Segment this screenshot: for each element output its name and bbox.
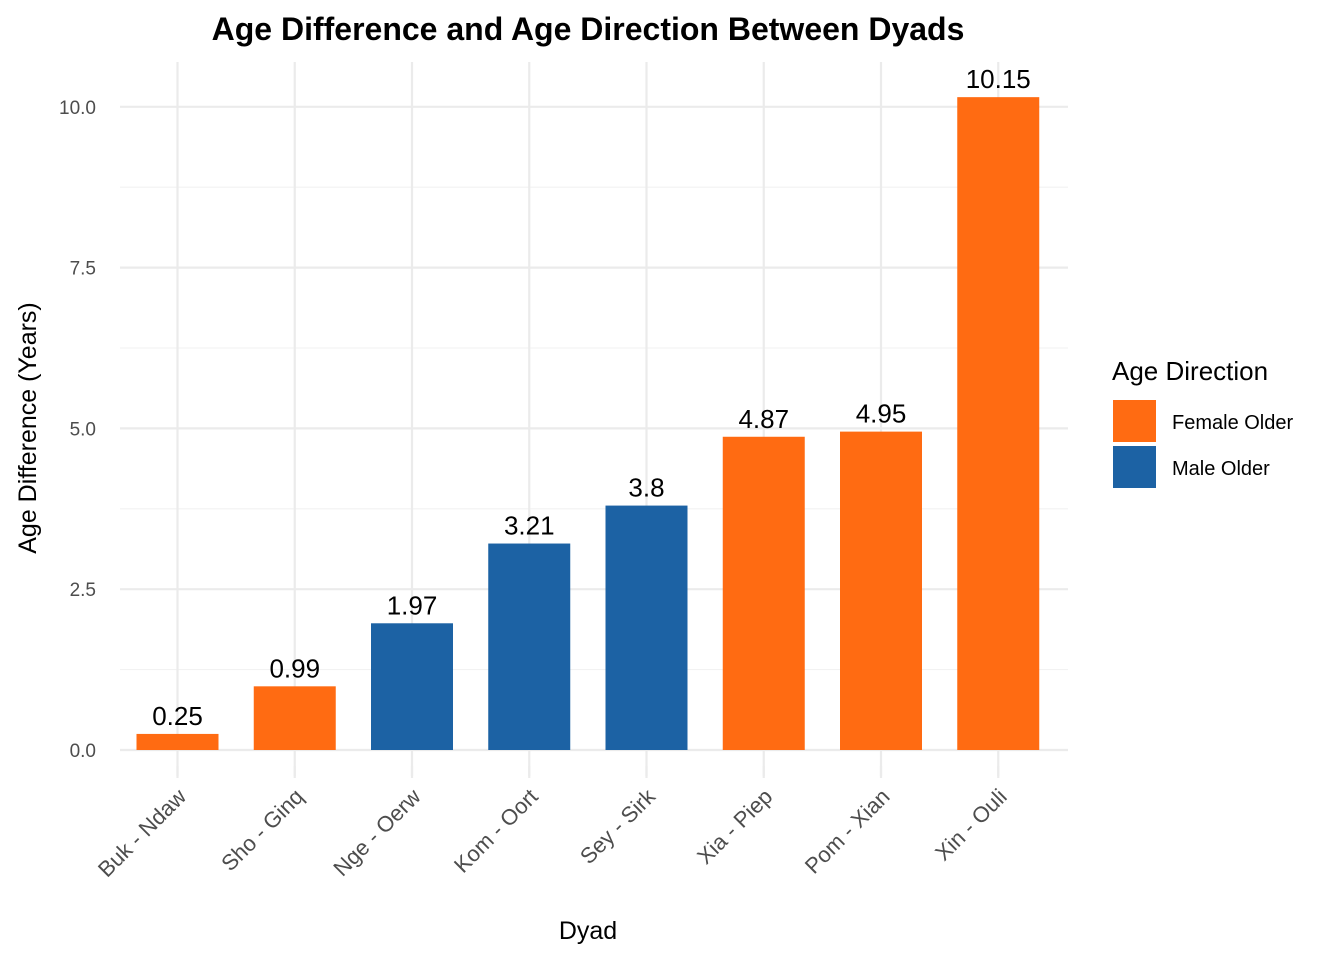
y-tick-label: 5.0 [70, 419, 96, 440]
bars [136, 97, 1040, 751]
x-axis-title: Dyad [559, 917, 617, 945]
data-label: 4.87 [738, 404, 789, 434]
y-tick-label: 2.5 [70, 580, 96, 601]
y-axis: 0.0 2.5 5.0 7.5 10.0 [59, 98, 96, 762]
y-tick-label: 7.5 [70, 259, 96, 280]
bar [136, 733, 219, 750]
bar [722, 436, 805, 750]
y-tick-label: 0.0 [70, 741, 96, 762]
chart-title: Age Difference and Age Direction Between… [212, 11, 965, 47]
x-tick-label: Pom - Xian [800, 784, 895, 879]
x-tick-label: Nge - Oerw [328, 784, 425, 881]
data-label: 4.95 [856, 399, 907, 429]
bar [371, 623, 453, 750]
bar [488, 543, 571, 750]
data-label: 0.25 [152, 701, 203, 731]
x-tick-label: Kom - Oort [449, 784, 543, 878]
bar [840, 431, 922, 750]
legend-key [1113, 446, 1156, 488]
data-label: 0.99 [269, 653, 320, 683]
x-tick-label: Buk - Ndaw [93, 784, 191, 882]
legend-label: Male Older [1172, 458, 1270, 480]
x-tick-label: Xia - Piep [692, 784, 777, 869]
data-label: 3.21 [504, 511, 555, 541]
data-label: 1.97 [387, 590, 438, 620]
y-tick-label: 10.0 [59, 98, 96, 119]
data-label: 3.8 [628, 473, 664, 503]
data-label: 10.15 [966, 64, 1031, 94]
legend-label: Female Older [1172, 412, 1293, 434]
y-axis-title: Age Difference (Years) [14, 302, 42, 554]
bar [253, 686, 336, 750]
x-tick-label: Sey - Sirk [575, 783, 661, 869]
legend-key [1113, 400, 1156, 442]
legend-title: Age Direction [1112, 356, 1268, 386]
bar [957, 97, 1040, 751]
legend: Age Direction Female Older Male Older [1112, 356, 1293, 488]
x-tick-label: Xin - Ouli [930, 784, 1012, 866]
gridlines [120, 62, 1068, 778]
data-labels: 0.25 0.99 1.97 3.21 3.8 4.87 4.95 10.15 [152, 64, 1031, 731]
bar [605, 505, 688, 750]
x-tick-label: Sho - Ginq [216, 784, 308, 876]
x-axis: Buk - Ndaw Sho - Ginq Nge - Oerw Kom - Oort… [93, 766, 1012, 882]
